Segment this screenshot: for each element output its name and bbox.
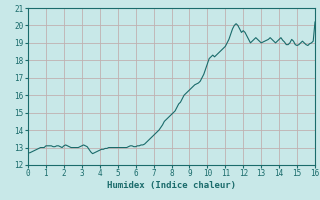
X-axis label: Humidex (Indice chaleur): Humidex (Indice chaleur): [107, 181, 236, 190]
